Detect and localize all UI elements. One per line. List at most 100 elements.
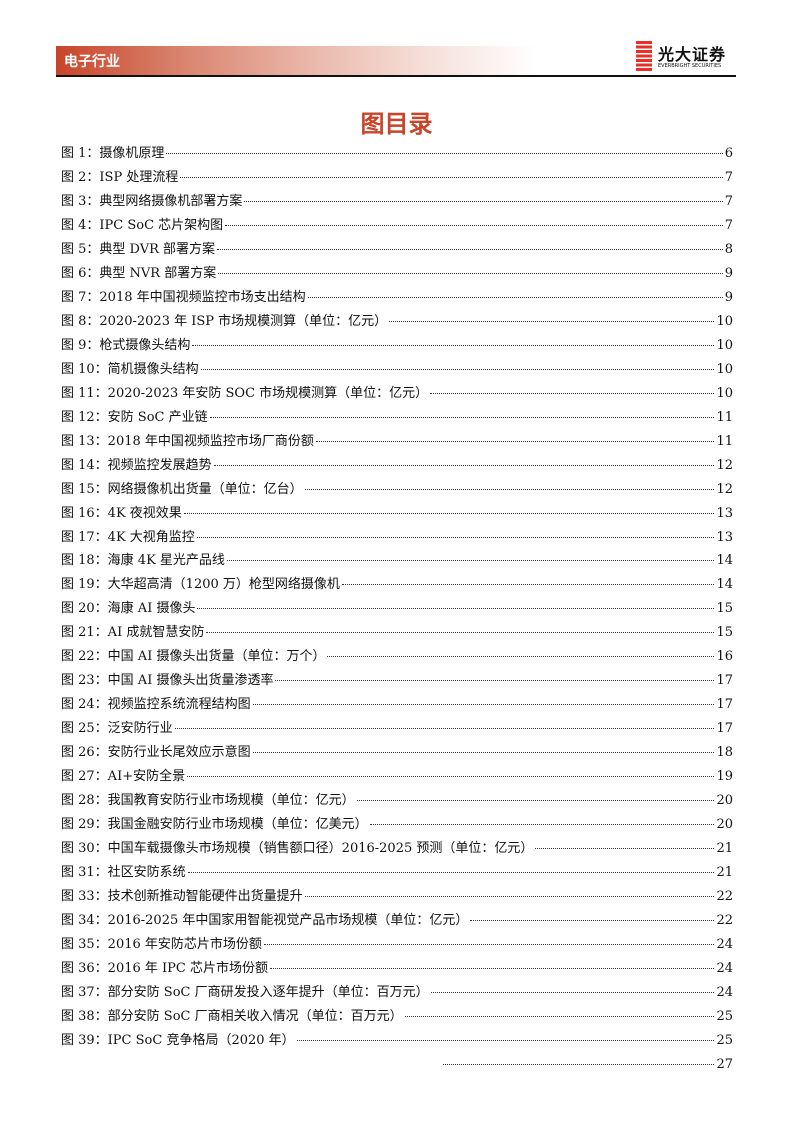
toc-entry[interactable]: 27 [61, 1056, 733, 1080]
leader-dots [389, 320, 715, 322]
toc-entry-page: 18 [716, 745, 733, 761]
toc-entry-page: 6 [724, 146, 733, 161]
toc-entry-label: 图 38：部分安防 SoC 厂商相关收入情况（单位：百万元） [61, 1008, 403, 1024]
leader-dots [187, 872, 715, 874]
toc-entry[interactable]: 图 34：2016-2025 年中国家用智能视觉产品市场规模（单位：亿元） 22 [61, 912, 733, 936]
toc-entry[interactable]: 图 36：2016 年 IPC 芯片市场份额 24 [61, 960, 733, 984]
toc-entry-label: 图 19：大华超高清（1200 万）枪型网络摄像机 [61, 577, 340, 593]
leader-dots [369, 824, 715, 826]
toc-entry[interactable]: 图 16：4K 夜视效果 13 [61, 505, 733, 529]
leader-dots [180, 176, 723, 178]
toc-entry-label: 图 22：中国 AI 摄像头出货量（单位：万个） [61, 649, 326, 665]
toc-entry-page: 21 [716, 841, 733, 857]
leader-dots [225, 224, 723, 226]
toc-entry[interactable]: 图 30：中国车载摄像头市场规模（销售额口径）2016-2025 预测（单位：亿… [61, 840, 733, 864]
toc-entry-label: 图 9：枪式摄像头结构 [61, 337, 191, 353]
toc-entry-page: 17 [716, 721, 733, 737]
toc-entry[interactable]: 图 33：技术创新推动智能硬件出货量提升 22 [61, 888, 733, 912]
leader-dots [217, 248, 723, 250]
toc-entry[interactable]: 图 31：社区安防系统 21 [61, 864, 733, 888]
toc-entry-label: 图 15：网络摄像机出货量（单位：亿台） [61, 481, 303, 497]
toc-entry[interactable]: 图 14：视频监控发展趋势 12 [61, 457, 733, 481]
toc-entry[interactable]: 图 26：安防行业长尾效应示意图 18 [61, 744, 733, 768]
leader-dots [341, 584, 715, 586]
toc-entry[interactable]: 图 1：摄像机原理 6 [61, 145, 733, 169]
toc-entry-page: 7 [724, 169, 733, 185]
toc-entry[interactable]: 图 9：枪式摄像头结构 10 [61, 337, 733, 361]
leader-dots [209, 416, 715, 418]
toc-entry-page: 10 [716, 337, 733, 353]
toc-entry[interactable]: 图 3：典型网络摄像机部署方案 7 [61, 193, 733, 217]
toc-entry[interactable]: 图 23：中国 AI 摄像头出货量渗透率 17 [61, 672, 733, 696]
toc-entry-label: 图 24：视频监控系统流程结构图 [61, 697, 251, 713]
toc-entry-label: 图 14：视频监控发展趋势 [61, 457, 212, 473]
leader-dots [200, 368, 715, 370]
leader-dots [275, 680, 715, 682]
leader-dots [218, 272, 723, 274]
leader-dots [226, 560, 715, 562]
toc-entry[interactable]: 图 2：ISP 处理流程 7 [61, 169, 733, 193]
toc-entry[interactable]: 图 27：AI+安防全景 19 [61, 768, 733, 792]
leader-dots [183, 512, 715, 514]
toc-entry[interactable]: 图 22：中国 AI 摄像头出货量（单位：万个） 16 [61, 648, 733, 672]
toc-entry-label: 图 11：2020-2023 年安防 SOC 市场规模测算（单位：亿元） [61, 385, 429, 401]
leader-dots [252, 752, 715, 754]
toc-entry[interactable]: 图 25：泛安防行业 17 [61, 720, 733, 744]
toc-entry[interactable]: 图 6：典型 NVR 部署方案 9 [61, 265, 733, 289]
leader-dots [206, 632, 715, 634]
leader-dots [327, 656, 715, 658]
toc-entry[interactable]: 图 28：我国教育安防行业市场规模（单位：亿元） 20 [61, 792, 733, 816]
toc-entry[interactable]: 图 35：2016 年安防芯片市场份额 24 [61, 936, 733, 960]
toc-entry-page: 7 [724, 193, 733, 209]
toc-entry-page: 16 [716, 649, 733, 665]
toc-entry[interactable]: 图 12：安防 SoC 产业链 11 [61, 409, 733, 433]
leader-dots [174, 728, 715, 730]
toc-entry-page: 15 [716, 601, 733, 617]
toc-entry[interactable]: 图 20：海康 AI 摄像头 15 [61, 600, 733, 624]
toc-entry[interactable]: 图 8：2020-2023 年 ISP 市场规模测算（单位：亿元） 10 [61, 313, 733, 337]
toc-entry[interactable]: 图 7：2018 年中国视频监控市场支出结构 9 [61, 289, 733, 313]
toc-entry-label: 图 8：2020-2023 年 ISP 市场规模测算（单位：亿元） [61, 313, 388, 329]
toc-entry-label: 图 27：AI+安防全景 [61, 769, 186, 785]
toc-entry-page: 25 [716, 1032, 733, 1048]
toc-entry-page: 17 [716, 697, 733, 713]
toc-entry[interactable]: 图 29：我国金融安防行业市场规模（单位：亿美元） 20 [61, 816, 733, 840]
leader-dots [430, 392, 715, 394]
toc-entry-page: 9 [724, 265, 733, 281]
toc-entry[interactable]: 图 17：4K 大视角监控 13 [61, 529, 733, 553]
toc-entry[interactable]: 图 19：大华超高清（1200 万）枪型网络摄像机 14 [61, 576, 733, 600]
toc-entry-page: 12 [716, 457, 733, 473]
leader-dots [270, 967, 715, 969]
toc-entry[interactable]: 图 24：视频监控系统流程结构图 17 [61, 696, 733, 720]
toc-entry-page: 19 [716, 769, 733, 785]
toc-entry-page: 17 [716, 673, 733, 689]
leader-dots [197, 608, 715, 610]
toc-entry-label: 图 21：AI 成就智慧安防 [61, 625, 205, 641]
toc-entry[interactable]: 图 4：IPC SoC 芯片架构图 7 [61, 217, 733, 241]
toc-entry-page: 9 [724, 289, 733, 305]
toc-entry-page: 7 [724, 217, 733, 233]
toc-entry-label: 图 4：IPC SoC 芯片架构图 [61, 217, 224, 233]
toc-entry-label: 图 3：典型网络摄像机部署方案 [61, 193, 243, 209]
leader-dots [244, 200, 723, 202]
leader-dots [470, 920, 715, 921]
toc-entry[interactable]: 图 18：海康 4K 星光产品线 14 [61, 552, 733, 576]
toc-entry[interactable]: 图 15：网络摄像机出货量（单位：亿台） 12 [61, 481, 733, 505]
leader-dots [404, 1015, 715, 1017]
toc-entry-label: 图 39：IPC SoC 竞争格局（2020 年） [61, 1032, 295, 1048]
toc-entry-page: 24 [716, 960, 733, 976]
toc-entry[interactable]: 图 37：部分安防 SoC 厂商研发投入逐年提升（单位：百万元） 24 [61, 984, 733, 1008]
toc-entry-label: 图 31：社区安防系统 [61, 865, 186, 881]
leader-dots [166, 153, 723, 154]
toc-entry[interactable]: 图 38：部分安防 SoC 厂商相关收入情况（单位：百万元） 25 [61, 1008, 733, 1032]
toc-entry-page: 10 [716, 385, 733, 401]
leader-dots [356, 800, 715, 802]
toc-entry[interactable]: 图 13：2018 年中国视频监控市场厂商份额 11 [61, 433, 733, 457]
toc-entry[interactable]: 图 21：AI 成就智慧安防 15 [61, 624, 733, 648]
toc-entry-label: 图 5：典型 DVR 部署方案 [61, 241, 216, 257]
toc-entry[interactable]: 图 11：2020-2023 年安防 SOC 市场规模测算（单位：亿元） 10 [61, 385, 733, 409]
toc-entry[interactable]: 图 5：典型 DVR 部署方案 8 [61, 241, 733, 265]
toc-entry[interactable]: 图 10：简机摄像头结构 10 [61, 361, 733, 385]
toc-entry[interactable]: 图 39：IPC SoC 竞争格局（2020 年） 25 [61, 1032, 733, 1056]
toc-entry-page: 14 [716, 553, 733, 569]
